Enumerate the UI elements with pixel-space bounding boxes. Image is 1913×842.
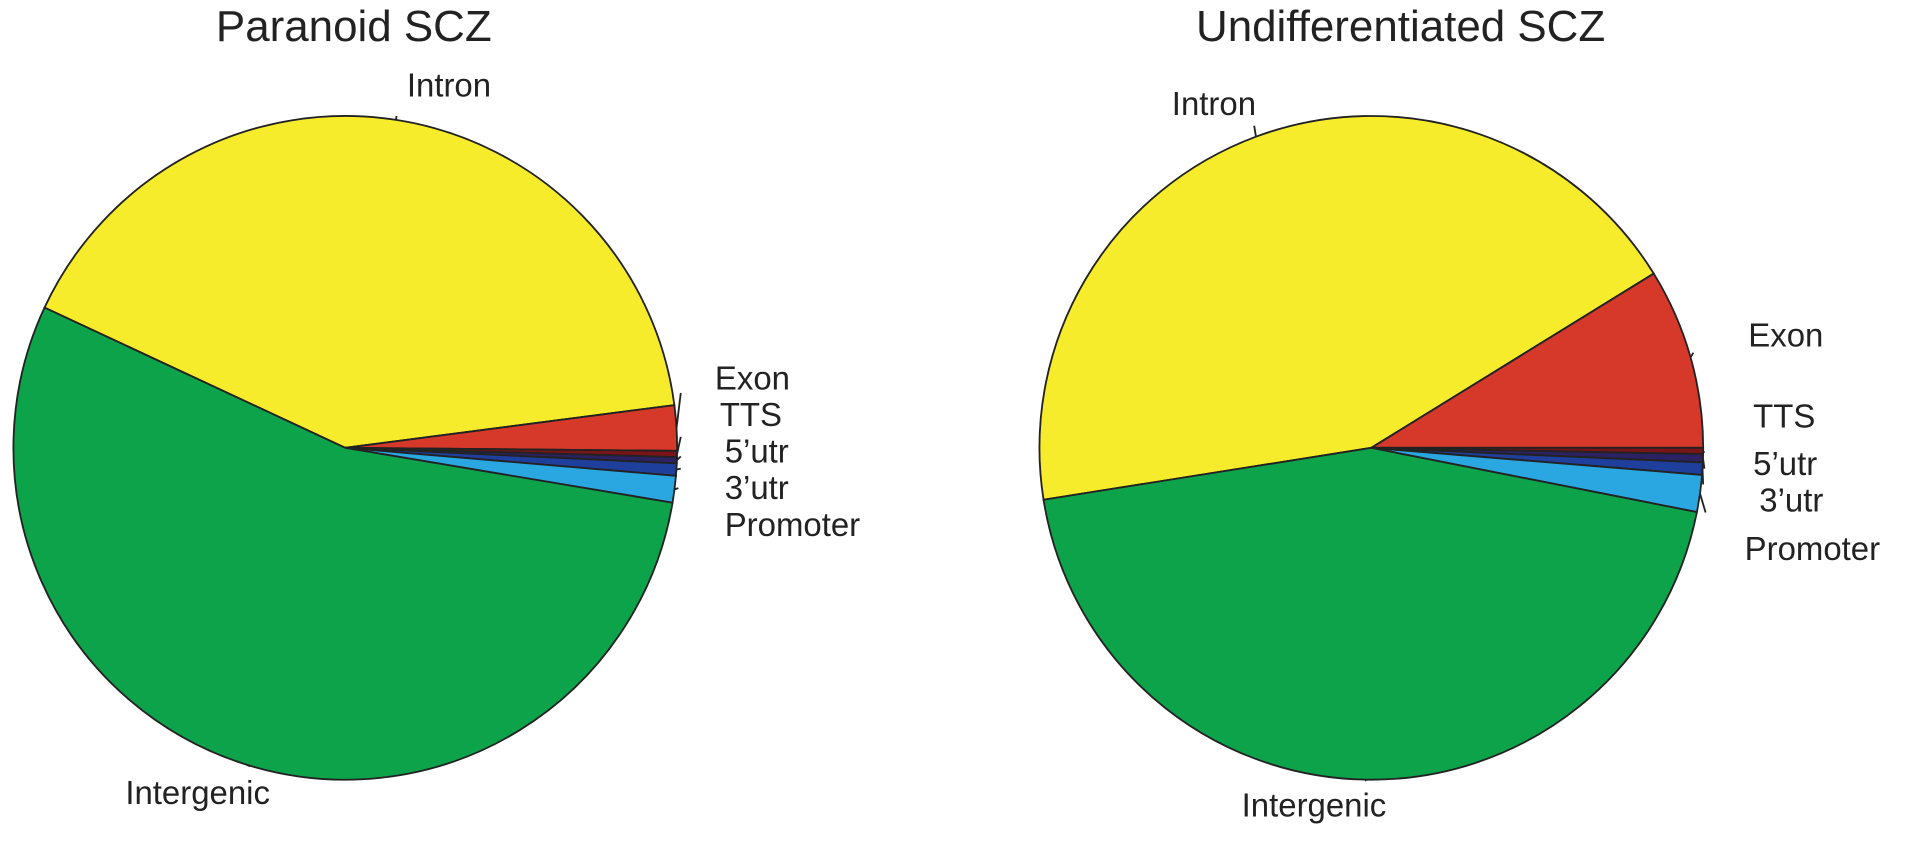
leader-line bbox=[674, 487, 679, 491]
leader-line bbox=[1689, 352, 1695, 358]
leader-line bbox=[1699, 493, 1707, 513]
leader-line bbox=[1253, 125, 1257, 137]
chart-title: Undifferentiated SCZ bbox=[1196, 2, 1605, 51]
slice-label: Exon bbox=[1748, 317, 1823, 354]
slice-label: Intron bbox=[1172, 85, 1256, 122]
slice-label: Intergenic bbox=[1242, 786, 1387, 823]
leader-line bbox=[676, 455, 682, 461]
slice-label: 3’utr bbox=[725, 469, 789, 506]
leader-line bbox=[676, 436, 682, 455]
pie-slice bbox=[43, 115, 676, 449]
pie-slice bbox=[1038, 115, 1655, 501]
slice-label: Promoter bbox=[725, 506, 860, 543]
leader-line bbox=[1364, 778, 1368, 782]
slice-label: 3’utr bbox=[1759, 481, 1823, 518]
pie-slice bbox=[12, 306, 674, 781]
chart-title: Paranoid SCZ bbox=[216, 2, 492, 51]
leader-line bbox=[675, 392, 682, 429]
slice-label: Promoter bbox=[1745, 530, 1880, 567]
slice-label: Exon bbox=[715, 359, 790, 396]
pie-slice bbox=[1368, 272, 1705, 449]
slice-label: 5’utr bbox=[1753, 445, 1817, 482]
leader-line bbox=[676, 467, 681, 471]
slice-label: Intergenic bbox=[125, 774, 270, 811]
slice-label: TTS bbox=[1753, 397, 1815, 434]
slice-label: Intron bbox=[407, 67, 491, 104]
pie-slice bbox=[1042, 446, 1698, 781]
leader-line bbox=[246, 763, 251, 768]
slice-label: TTS bbox=[720, 396, 782, 433]
slice-label: 5’utr bbox=[725, 433, 789, 470]
leader-line bbox=[1702, 450, 1706, 454]
